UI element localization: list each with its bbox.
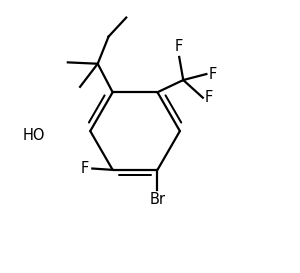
Text: F: F [205,90,213,105]
Text: Br: Br [149,192,166,207]
Text: F: F [81,161,89,176]
Text: HO: HO [23,128,45,143]
Text: F: F [209,67,217,82]
Text: F: F [175,39,183,54]
